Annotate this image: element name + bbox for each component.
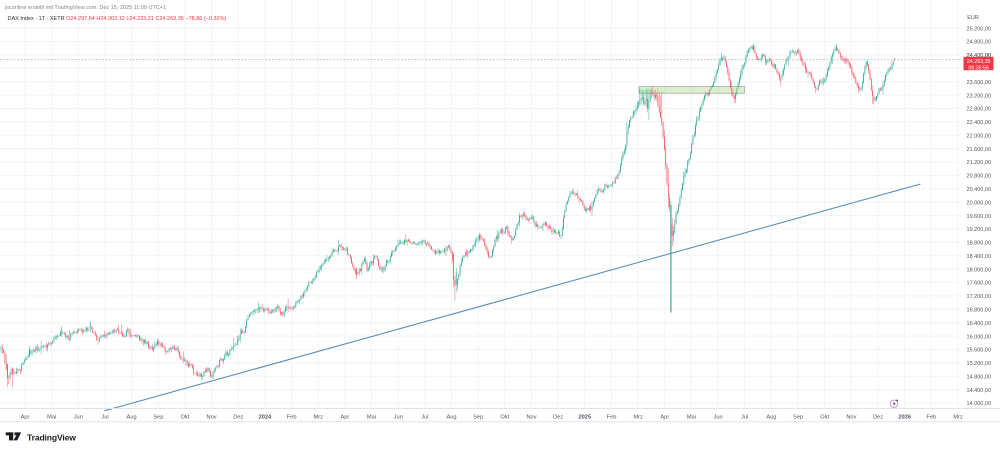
svg-text:DAX Index · 1T · XETR O24.297,: DAX Index · 1T · XETR O24.297,64 H24.302…: [8, 16, 227, 22]
svg-text:TradingView: TradingView: [27, 432, 76, 442]
svg-text:Jul: Jul: [101, 415, 108, 421]
svg-text:Nov: Nov: [846, 415, 856, 421]
svg-text:20.800,00: 20.800,00: [967, 174, 991, 180]
svg-text:2025: 2025: [578, 415, 591, 421]
svg-text:Nov: Nov: [207, 415, 217, 421]
svg-text:Dez: Dez: [553, 415, 563, 421]
svg-text:06:35:56: 06:35:56: [968, 65, 989, 71]
svg-text:Feb: Feb: [926, 415, 936, 421]
svg-text:16.800,00: 16.800,00: [967, 308, 991, 314]
svg-text:Mrz: Mrz: [953, 415, 963, 421]
svg-text:Nov: Nov: [526, 415, 536, 421]
svg-text:22.800,00: 22.800,00: [967, 107, 991, 113]
svg-text:Jun: Jun: [394, 415, 403, 421]
svg-text:18.400,00: 18.400,00: [967, 254, 991, 260]
svg-text:Apr: Apr: [21, 415, 30, 421]
svg-text:17.600,00: 17.600,00: [967, 281, 991, 287]
svg-text:23.200,00: 23.200,00: [967, 93, 991, 99]
svg-text:Dez: Dez: [233, 415, 243, 421]
svg-text:20.000,00: 20.000,00: [967, 200, 991, 206]
svg-text:Jul: Jul: [741, 415, 748, 421]
svg-text:21.600,00: 21.600,00: [967, 147, 991, 153]
svg-text:18.000,00: 18.000,00: [967, 267, 991, 273]
svg-text:19.600,00: 19.600,00: [967, 214, 991, 220]
svg-text:22.000,00: 22.000,00: [967, 133, 991, 139]
svg-text:Mai: Mai: [367, 415, 376, 421]
svg-text:Jun: Jun: [714, 415, 723, 421]
svg-text:Jul: Jul: [421, 415, 428, 421]
svg-text:24.400,00: 24.400,00: [967, 53, 991, 59]
svg-text:Sep: Sep: [153, 415, 163, 421]
svg-text:Sep: Sep: [473, 415, 483, 421]
svg-text:Mai: Mai: [47, 415, 56, 421]
svg-text:14.000,00: 14.000,00: [967, 401, 991, 407]
svg-text:Aug: Aug: [766, 415, 776, 421]
svg-text:24.400,00: 24.400,00: [967, 53, 991, 59]
svg-text:15.200,00: 15.200,00: [967, 361, 991, 367]
svg-text:Jun: Jun: [74, 415, 83, 421]
svg-text:Mrz: Mrz: [633, 415, 643, 421]
svg-text:Apr: Apr: [340, 415, 349, 421]
svg-text:Feb: Feb: [287, 415, 297, 421]
svg-text:25.200,00: 25.200,00: [967, 26, 991, 32]
svg-text:jsconline erstellt mit Trading: jsconline erstellt mit TradingView.com, …: [4, 5, 166, 11]
svg-text:Okt: Okt: [180, 415, 189, 421]
svg-text:Aug: Aug: [127, 415, 137, 421]
svg-text:18.800,00: 18.800,00: [967, 241, 991, 247]
svg-text:Sep: Sep: [793, 415, 803, 421]
svg-text:16.000,00: 16.000,00: [967, 334, 991, 340]
svg-text:Mai: Mai: [687, 415, 696, 421]
svg-text:21.200,00: 21.200,00: [967, 160, 991, 166]
svg-text:19.200,00: 19.200,00: [967, 227, 991, 233]
svg-text:Feb: Feb: [607, 415, 617, 421]
svg-text:24.263,35: 24.263,35: [967, 59, 991, 65]
svg-text:Apr: Apr: [660, 415, 669, 421]
svg-text:22.400,00: 22.400,00: [967, 120, 991, 126]
svg-text:17.200,00: 17.200,00: [967, 294, 991, 300]
svg-text:16.400,00: 16.400,00: [967, 321, 991, 327]
svg-text:2026: 2026: [898, 415, 911, 421]
svg-text:Aug: Aug: [446, 415, 456, 421]
svg-text:23.600,00: 23.600,00: [967, 80, 991, 86]
svg-text:Okt: Okt: [500, 415, 509, 421]
svg-text:15.600,00: 15.600,00: [967, 348, 991, 354]
svg-text:20.400,00: 20.400,00: [967, 187, 991, 193]
svg-text:14.400,00: 14.400,00: [967, 388, 991, 394]
svg-text:Dez: Dez: [873, 415, 883, 421]
svg-text:24.800,00: 24.800,00: [967, 40, 991, 46]
svg-text:Okt: Okt: [820, 415, 829, 421]
svg-text:Mrz: Mrz: [313, 415, 323, 421]
svg-text:14.800,00: 14.800,00: [967, 374, 991, 380]
svg-text:2024: 2024: [259, 415, 272, 421]
svg-text:EUR: EUR: [967, 15, 979, 21]
